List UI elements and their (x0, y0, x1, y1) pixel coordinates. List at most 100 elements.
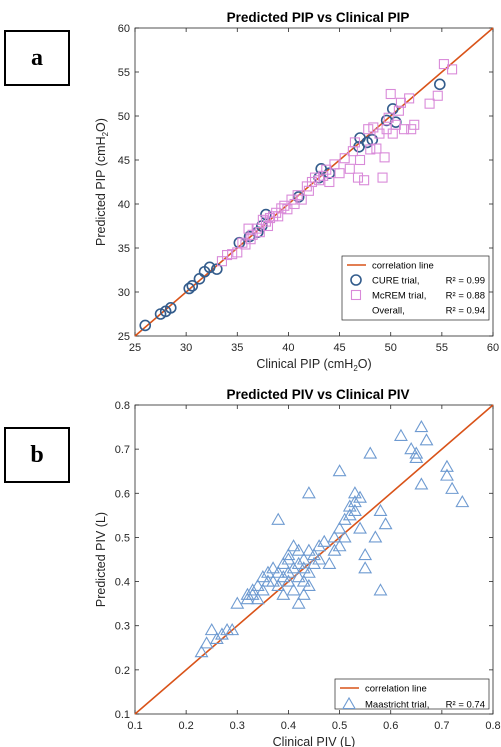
data-point (279, 200, 290, 211)
data-point (281, 552, 296, 565)
legend-marker (350, 289, 362, 301)
data-point (255, 570, 270, 583)
data-point (286, 539, 301, 552)
data-point (373, 503, 388, 516)
data-point (211, 263, 223, 275)
legend-r2: R² = 0.99 (446, 276, 485, 287)
data-point (230, 596, 245, 609)
data-point (398, 124, 410, 135)
data-point (393, 428, 408, 441)
data-point (414, 419, 429, 433)
data-point (332, 521, 347, 534)
y-tick-label: 40 (118, 199, 130, 211)
y-tick-label: 0.1 (115, 709, 130, 721)
data-point (254, 227, 265, 238)
data-point (327, 543, 342, 556)
data-point (245, 583, 260, 596)
data-point (291, 570, 306, 583)
data-point (296, 552, 311, 565)
data-point (440, 459, 454, 472)
data-point (323, 167, 336, 179)
data-point (237, 237, 248, 248)
data-point (438, 59, 449, 70)
data-point (377, 172, 388, 183)
chart-piv: 0.1 0.2 0.3 0.4 0.5 0.6 0.7 0.8 0.1 0.2 0.3 0.4 0.5 0… (94, 387, 501, 747)
data-point (301, 565, 316, 578)
legend-box (341, 255, 490, 321)
legend-r2: R² = 0.74 (446, 700, 485, 711)
data-point (373, 583, 388, 596)
legend-label: McREM trial, (372, 291, 426, 302)
x-tick-label: 55 (436, 342, 448, 354)
y-tick-label: 45 (118, 155, 130, 167)
x-tick-label: 30 (180, 342, 192, 354)
data-point (337, 530, 352, 543)
chart-title: Predicted PIV vs Clinical PIV (226, 387, 409, 402)
legend-box (334, 678, 490, 710)
data-point (414, 477, 429, 490)
data-point (334, 168, 345, 179)
data-point (245, 587, 260, 600)
series-triangle (194, 419, 470, 658)
data-point (165, 302, 177, 314)
data-point (183, 282, 196, 295)
data-point (312, 539, 327, 552)
legend-r2: R² = 0.88 (446, 291, 485, 302)
data-point (368, 122, 379, 133)
y-tick-label: 50 (118, 111, 130, 123)
data-point (352, 172, 364, 183)
data-point (271, 578, 286, 592)
legend-label: CURE trial, (372, 276, 420, 287)
data-point (419, 433, 434, 446)
data-point (301, 543, 316, 556)
x-tick-label: 45 (333, 342, 345, 354)
data-point (232, 247, 243, 258)
data-point (281, 565, 296, 578)
data-point (214, 627, 229, 640)
data-point (318, 170, 329, 181)
y-tick-label: 0.5 (115, 532, 130, 544)
data-point (339, 153, 350, 164)
x-tick-label: 0.7 (434, 720, 449, 732)
data-point (199, 636, 214, 649)
data-point (312, 552, 327, 565)
data-point (327, 530, 342, 543)
data-point (209, 631, 224, 645)
data-point (358, 547, 373, 561)
data-point (222, 249, 233, 261)
data-point (434, 78, 446, 91)
x-tick-label: 50 (385, 342, 397, 354)
data-point (329, 159, 340, 170)
data-point (286, 561, 301, 574)
data-point (186, 280, 199, 292)
data-point (216, 256, 227, 267)
data-point (276, 556, 291, 569)
legend-label: correlation line (365, 684, 427, 695)
data-point (344, 163, 355, 174)
data-point (404, 442, 419, 455)
y-tick-label: 0.2 (115, 665, 130, 677)
data-point (363, 124, 374, 135)
panel-b: b 0.1 0.2 0.3 0.4 0.5 0.6 0.7 0.8 0.1 0.2 0.3 0.4 0.… (0, 375, 501, 747)
data-point (440, 468, 454, 481)
x-tick-label: 0.6 (383, 720, 398, 732)
data-point (240, 592, 255, 605)
y-axis-label: Predicted PIV (L) (94, 512, 108, 607)
data-point (266, 561, 281, 574)
data-point (322, 556, 337, 569)
data-point (317, 534, 332, 547)
data-point (250, 578, 265, 592)
data-point (296, 561, 311, 574)
data-point (250, 592, 265, 605)
x-tick-label: 0.1 (127, 720, 142, 732)
data-point (353, 490, 367, 503)
data-point (139, 319, 152, 332)
data-point (240, 239, 251, 250)
x-tick-label: 40 (282, 342, 294, 354)
data-point (354, 154, 366, 166)
data-point (342, 499, 357, 512)
data-point (363, 446, 378, 459)
data-point (291, 556, 306, 569)
data-point (321, 164, 332, 175)
legend: correlation line Maastricht trial, R² = 0.… (334, 678, 490, 711)
